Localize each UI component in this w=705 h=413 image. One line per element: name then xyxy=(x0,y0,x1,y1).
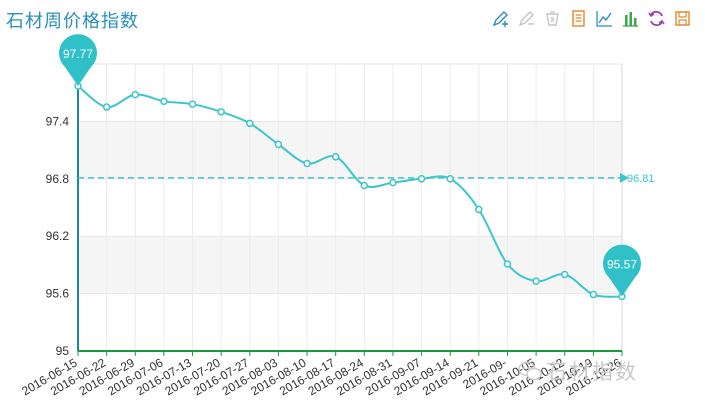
watermark-text: 石材指数 xyxy=(546,361,638,384)
data-point xyxy=(102,103,111,111)
remove-mark-icon[interactable] xyxy=(517,9,536,28)
mark-line-label: 96.81 xyxy=(627,173,655,185)
data-point xyxy=(131,90,140,99)
line-chart-icon[interactable] xyxy=(595,9,614,28)
data-point xyxy=(532,277,540,285)
wechat-icon xyxy=(518,360,542,382)
y-tick-label: 95 xyxy=(56,344,70,358)
y-tick-label: 96.2 xyxy=(46,229,70,243)
mark-point-label: 97.77 xyxy=(63,47,93,61)
data-point xyxy=(503,260,512,268)
data-point xyxy=(303,159,311,168)
data-point xyxy=(446,175,454,183)
chart-toolbox xyxy=(491,8,692,28)
data-point xyxy=(417,175,426,183)
restore-icon[interactable] xyxy=(647,9,666,28)
mark-icon[interactable] xyxy=(491,9,510,28)
bar-chart-icon[interactable] xyxy=(621,9,640,28)
grid-band xyxy=(78,236,622,294)
mark-line-arrow xyxy=(620,172,629,183)
data-point xyxy=(274,140,283,149)
save-image-icon[interactable] xyxy=(673,9,692,28)
data-point xyxy=(188,100,197,108)
chart-title: 石材周价格指数 xyxy=(6,11,139,31)
watermark: 石材指数 xyxy=(518,356,638,386)
data-point xyxy=(160,97,168,106)
data-view-icon[interactable] xyxy=(569,9,588,28)
mark-point-label: 95.57 xyxy=(607,257,637,271)
data-point xyxy=(246,119,254,128)
data-point xyxy=(331,153,340,161)
y-tick-label: 97.4 xyxy=(46,114,70,128)
data-point xyxy=(560,270,569,279)
y-tick-label: 96.8 xyxy=(46,172,70,186)
mark-point-pin xyxy=(59,34,98,87)
data-point xyxy=(475,205,483,214)
grid-band xyxy=(78,121,622,179)
y-tick-label: 95.6 xyxy=(46,287,70,301)
data-point xyxy=(360,181,369,190)
mark-point-pin xyxy=(602,244,641,297)
data-point xyxy=(589,290,598,299)
data-point xyxy=(217,108,225,116)
clear-marks-icon[interactable] xyxy=(543,9,562,28)
data-point xyxy=(389,178,397,187)
